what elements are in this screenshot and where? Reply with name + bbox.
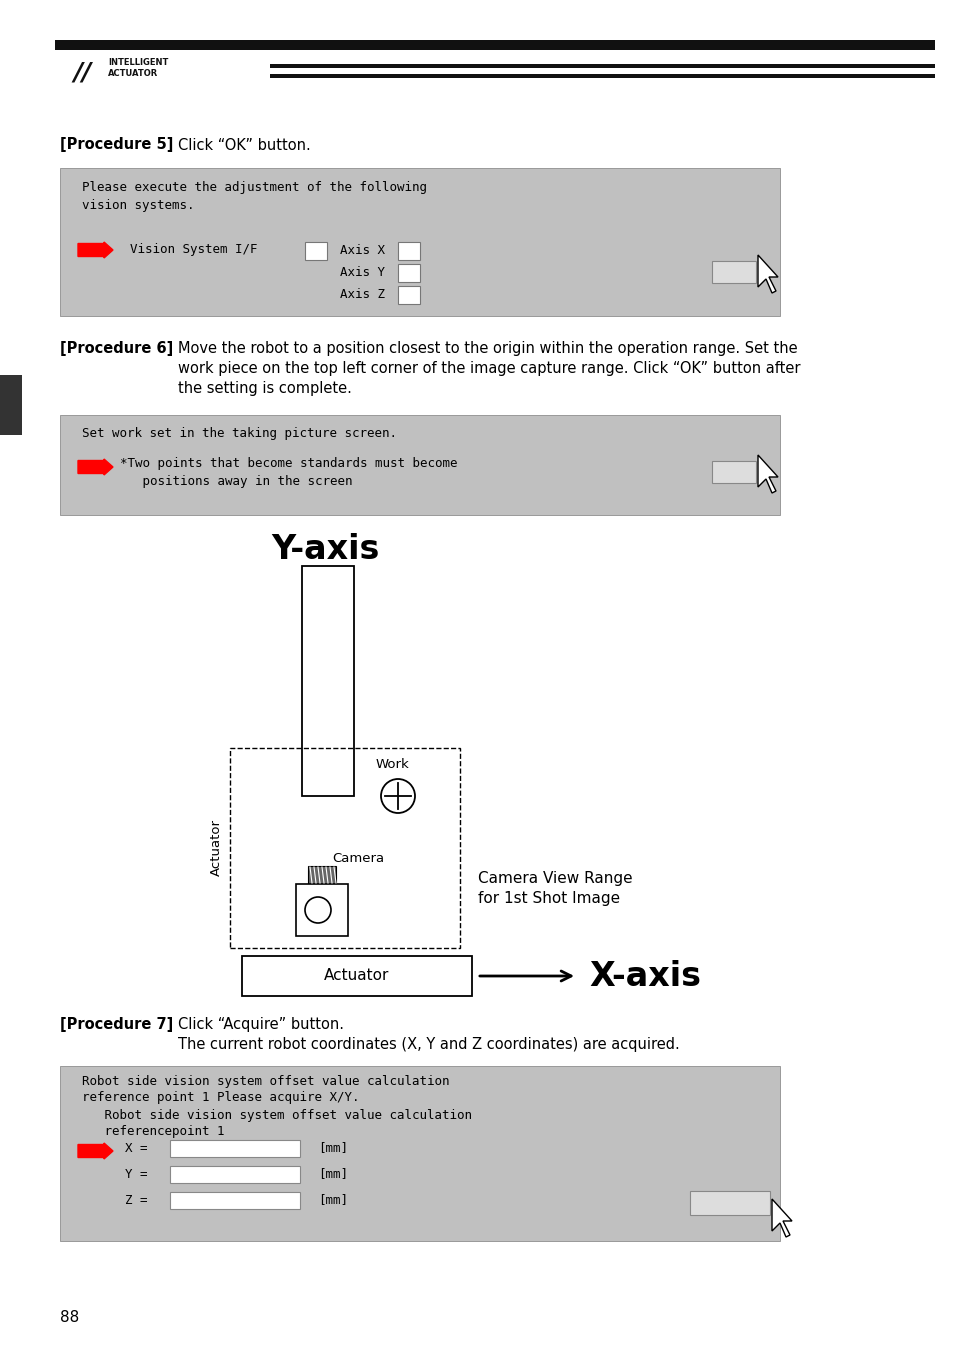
Bar: [305, 242, 327, 261]
Bar: [270, 74, 934, 78]
Text: [mm]: [mm]: [317, 1193, 348, 1207]
Bar: [60, 414, 780, 514]
Bar: [397, 242, 419, 261]
Text: Robot side vision system offset value calculation: Robot side vision system offset value ca…: [82, 1076, 449, 1088]
Text: Axis Y: Axis Y: [339, 266, 385, 278]
Text: 2: 2: [405, 266, 412, 278]
Text: reference point 1 Please acquire X/Y.: reference point 1 Please acquire X/Y.: [82, 1092, 359, 1104]
Text: Work: Work: [375, 757, 409, 771]
Bar: [60, 1066, 780, 1241]
Text: INTELLIGENT
ACTUATOR: INTELLIGENT ACTUATOR: [108, 58, 168, 78]
Bar: [397, 286, 419, 304]
FancyArrow shape: [78, 459, 112, 475]
Bar: [0, 375, 22, 435]
Bar: [55, 40, 934, 50]
Text: OK: OK: [724, 266, 742, 278]
Text: Camera View Range: Camera View Range: [477, 871, 632, 886]
Bar: [397, 265, 419, 282]
Text: positions away in the screen: positions away in the screen: [120, 474, 352, 487]
Text: [Procedure 6]: [Procedure 6]: [60, 340, 173, 355]
Text: [mm]: [mm]: [317, 1168, 348, 1180]
Text: Axis X: Axis X: [339, 243, 385, 256]
Bar: [230, 748, 459, 948]
Text: Y-axis: Y-axis: [271, 533, 378, 566]
Circle shape: [380, 779, 415, 813]
Text: 1: 1: [313, 243, 319, 256]
Bar: [60, 167, 780, 316]
Text: Set work set in the taking picture screen.: Set work set in the taking picture scree…: [82, 427, 396, 440]
Text: Click “Acquire” button.: Click “Acquire” button.: [178, 1017, 344, 1031]
Text: OK: OK: [724, 466, 742, 478]
Polygon shape: [758, 255, 778, 293]
Bar: [170, 1166, 299, 1183]
Text: //: //: [73, 61, 91, 85]
Text: Please execute the adjustment of the following: Please execute the adjustment of the fol…: [82, 181, 427, 194]
Bar: [270, 63, 934, 68]
Text: Actuator: Actuator: [324, 968, 389, 984]
FancyArrow shape: [78, 1143, 112, 1160]
Text: [Procedure 5]: [Procedure 5]: [60, 138, 173, 153]
Text: The current robot coordinates (X, Y and Z coordinates) are acquired.: The current robot coordinates (X, Y and …: [178, 1037, 679, 1052]
Bar: [170, 1139, 299, 1157]
Text: Camera: Camera: [332, 852, 384, 864]
Text: Z =: Z =: [125, 1193, 148, 1207]
Bar: [302, 566, 354, 796]
Text: referencepoint 1: referencepoint 1: [82, 1126, 224, 1138]
FancyArrow shape: [78, 242, 112, 258]
Bar: [308, 865, 335, 884]
Text: Robot side vision system offset value calculation: Robot side vision system offset value ca…: [82, 1110, 472, 1122]
Bar: [170, 1192, 299, 1210]
Text: work piece on the top left corner of the image capture range. Click “OK” button : work piece on the top left corner of the…: [178, 360, 800, 375]
Text: vision systems.: vision systems.: [82, 200, 194, 212]
Text: Acquire: Acquire: [705, 1197, 753, 1211]
Text: Y =: Y =: [125, 1168, 148, 1180]
Text: *Two points that become standards must become: *Two points that become standards must b…: [120, 456, 457, 470]
Bar: [295, 884, 348, 936]
Bar: [711, 460, 755, 483]
Text: for 1st Shot Image: for 1st Shot Image: [477, 891, 619, 906]
Text: Axis Z: Axis Z: [339, 288, 385, 301]
Text: 3: 3: [405, 288, 412, 301]
Text: Vision System I/F: Vision System I/F: [130, 243, 257, 256]
Text: [Procedure 7]: [Procedure 7]: [60, 1017, 173, 1031]
Text: Move the robot to a position closest to the origin within the operation range. S: Move the robot to a position closest to …: [178, 340, 797, 355]
Polygon shape: [758, 455, 778, 493]
Bar: [689, 1191, 769, 1215]
Circle shape: [305, 896, 331, 923]
Bar: [242, 956, 472, 996]
Text: 1: 1: [405, 243, 412, 256]
Polygon shape: [771, 1199, 791, 1237]
Text: Click “OK” button.: Click “OK” button.: [178, 138, 311, 153]
Text: Actuator: Actuator: [210, 819, 222, 876]
Text: [mm]: [mm]: [317, 1142, 348, 1154]
Text: X =: X =: [125, 1142, 148, 1154]
Text: the setting is complete.: the setting is complete.: [178, 381, 352, 396]
Text: X-axis: X-axis: [588, 960, 700, 992]
Text: 88: 88: [60, 1311, 79, 1326]
Bar: [711, 261, 755, 284]
